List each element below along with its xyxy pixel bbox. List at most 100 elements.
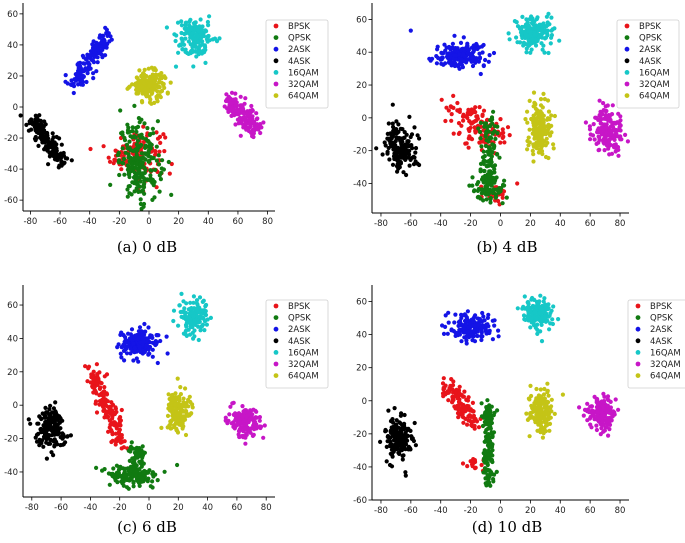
- data-point: [486, 438, 491, 443]
- data-point: [520, 306, 525, 311]
- y-tick-label: 40: [7, 334, 18, 344]
- data-point: [610, 133, 615, 138]
- data-point: [179, 19, 184, 24]
- data-point: [487, 474, 492, 479]
- data-point: [533, 129, 539, 134]
- data-point: [196, 52, 201, 57]
- data-point: [533, 304, 538, 309]
- data-point: [527, 397, 532, 402]
- data-point: [178, 422, 183, 427]
- data-point: [549, 130, 554, 135]
- chart-panel-1: -80 -60 -40 -20 0 20 40 60 80-60-40-200204060BPS…: [4, 3, 329, 256]
- data-point: [161, 132, 166, 137]
- data-point: [203, 303, 208, 308]
- data-point: [95, 372, 100, 377]
- data-point: [552, 26, 557, 31]
- data-point: [173, 64, 179, 69]
- data-point: [601, 391, 606, 396]
- data-point: [141, 339, 146, 344]
- series-4ask: [18, 113, 74, 170]
- data-point: [112, 411, 117, 417]
- data-point: [519, 30, 525, 35]
- data-point: [547, 327, 552, 332]
- data-point: [187, 394, 192, 399]
- x-tick-label: -20: [464, 506, 478, 516]
- data-point: [536, 405, 541, 410]
- series-32qam: [577, 391, 621, 438]
- data-point: [99, 381, 104, 386]
- y-tick-label: 60: [7, 10, 18, 20]
- data-point: [514, 20, 519, 25]
- data-point: [613, 397, 618, 402]
- data-point: [532, 19, 537, 24]
- legend-marker: [624, 23, 630, 29]
- data-point: [617, 125, 622, 130]
- data-point: [40, 128, 45, 133]
- data-point: [483, 430, 488, 435]
- data-point: [113, 406, 118, 411]
- data-point: [125, 194, 130, 199]
- data-point: [588, 137, 593, 142]
- data-point: [47, 407, 52, 412]
- data-point: [93, 401, 98, 406]
- data-point: [154, 158, 159, 163]
- data-point: [487, 328, 492, 333]
- data-point: [115, 438, 120, 444]
- data-point: [257, 123, 262, 128]
- data-point: [157, 189, 162, 194]
- data-point: [402, 412, 407, 418]
- data-point: [465, 422, 470, 427]
- data-point: [472, 458, 477, 463]
- data-point: [446, 320, 451, 325]
- legend-marker: [273, 46, 279, 52]
- data-point: [599, 426, 604, 431]
- data-point: [542, 386, 547, 392]
- data-point: [133, 174, 138, 179]
- data-point: [175, 462, 180, 468]
- data-point: [236, 121, 241, 126]
- data-point: [183, 432, 189, 438]
- data-point: [50, 131, 55, 136]
- x-tick-label: -20: [112, 217, 126, 227]
- data-point: [50, 137, 55, 142]
- data-point: [170, 417, 175, 422]
- data-point: [142, 87, 147, 92]
- data-point: [142, 181, 147, 186]
- data-point: [134, 75, 139, 80]
- data-point: [538, 33, 544, 39]
- data-point: [386, 121, 391, 126]
- data-point: [440, 381, 446, 386]
- legend-marker: [273, 23, 279, 29]
- data-point: [482, 124, 487, 129]
- data-point: [152, 66, 157, 71]
- data-point: [120, 146, 125, 151]
- data-point: [146, 159, 151, 164]
- data-point: [262, 423, 267, 428]
- data-point: [440, 323, 445, 328]
- data-point: [396, 154, 401, 159]
- data-point: [184, 333, 189, 338]
- y-tick-label: 0: [362, 114, 367, 124]
- data-point: [132, 461, 137, 466]
- data-point: [100, 55, 105, 60]
- data-point: [384, 444, 389, 449]
- data-point: [515, 306, 520, 311]
- x-tick-label: 80: [615, 506, 626, 516]
- data-point: [407, 163, 412, 168]
- data-point: [588, 132, 593, 137]
- data-point: [402, 427, 407, 432]
- data-point: [147, 351, 152, 356]
- data-point: [483, 143, 489, 149]
- data-point: [456, 108, 461, 114]
- data-point: [528, 325, 533, 330]
- data-point: [485, 452, 491, 457]
- x-tick-label: -60: [404, 506, 418, 516]
- data-point: [73, 78, 79, 83]
- data-point: [155, 478, 160, 483]
- data-point: [484, 118, 490, 123]
- data-point: [457, 66, 462, 71]
- data-point: [229, 90, 235, 95]
- data-point: [481, 314, 486, 319]
- data-point: [155, 119, 160, 124]
